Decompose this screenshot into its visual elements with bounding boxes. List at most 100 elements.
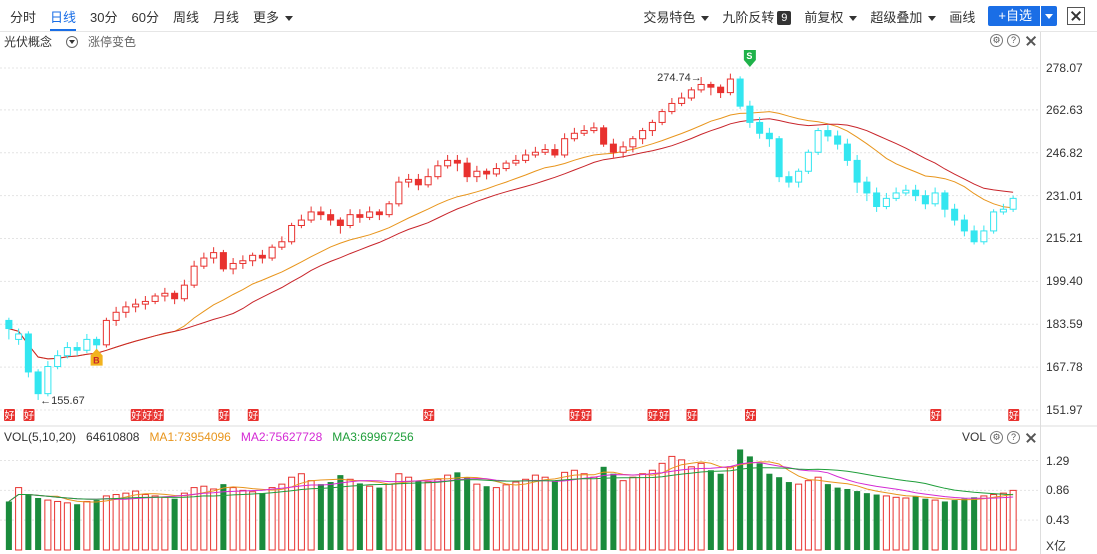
- candle-body: [892, 192, 900, 199]
- vol-bar: [687, 466, 695, 551]
- nine-reversal-menu[interactable]: 九阶反转 9: [722, 7, 792, 26]
- close-window-icon[interactable]: [1067, 7, 1085, 25]
- vol-bar: [541, 476, 549, 551]
- period-tab-3[interactable]: 60分: [131, 9, 159, 25]
- period-tab-5[interactable]: 月线: [212, 9, 239, 25]
- candle-body: [258, 254, 266, 259]
- add-favorite-button[interactable]: +自选: [988, 6, 1040, 26]
- candle-body: [570, 132, 578, 140]
- candle-body: [931, 192, 939, 205]
- candle-body: [600, 127, 608, 145]
- good-signal-label: 好: [424, 410, 434, 422]
- trade-feature-menu[interactable]: 交易特色: [643, 7, 710, 26]
- candle-body: [54, 355, 62, 368]
- dropdown-circle-icon[interactable]: [66, 35, 79, 48]
- price-tick-label: 278.07: [1046, 61, 1083, 75]
- candle-body: [219, 252, 227, 270]
- good-signal-badge: [423, 409, 435, 421]
- candle-body: [590, 127, 598, 132]
- candle-body: [561, 138, 569, 156]
- gear-icon[interactable]: ⚙: [990, 431, 1003, 444]
- vol-bar: [590, 476, 598, 551]
- period-tab-2[interactable]: 30分: [90, 9, 118, 25]
- candle-body: [707, 83, 715, 88]
- gear-icon[interactable]: ⚙: [990, 34, 1003, 47]
- candle-body: [658, 111, 666, 123]
- vol-tick-label: 0.86: [1046, 483, 1070, 498]
- vol-bar: [561, 471, 569, 551]
- period-tabs: 分时 日线 30分 60分 周线 月线 更多: [10, 0, 307, 32]
- main-panel-icons: ⚙ ?: [986, 34, 1037, 47]
- candle-body: [288, 224, 296, 243]
- good-signal-label: 好: [746, 410, 756, 422]
- sell-marker-label: S: [746, 51, 752, 61]
- candle-body: [785, 176, 793, 183]
- candle-body: [102, 319, 110, 346]
- vol-bar: [405, 476, 413, 551]
- vol-bar: [161, 496, 169, 551]
- vol-bar: [854, 491, 861, 550]
- vol-bar: [619, 480, 627, 551]
- candle-body: [44, 366, 52, 395]
- vol-bar: [444, 474, 452, 551]
- candle-body: [687, 89, 695, 99]
- super-overlay-menu[interactable]: 超级叠加: [870, 7, 937, 26]
- nine-badge: 9: [777, 11, 792, 26]
- candle-body: [804, 151, 812, 172]
- good-signal-badge: [4, 409, 15, 421]
- close-icon[interactable]: [1025, 432, 1037, 444]
- high-price-label: 274.74→: [657, 72, 702, 84]
- vol-bar: [814, 476, 822, 551]
- vol-bar: [434, 478, 442, 551]
- limit-color-label[interactable]: 涨停变色: [88, 35, 137, 49]
- vol-bar: [951, 500, 958, 550]
- candle-body: [990, 211, 998, 232]
- chevron-down-icon: [701, 15, 710, 21]
- good-signal-label: 好: [24, 410, 34, 422]
- candle-body: [834, 135, 842, 145]
- vol-bar: [502, 484, 510, 551]
- vol-bar: [795, 483, 803, 551]
- candle-body: [34, 371, 42, 395]
- help-icon[interactable]: ?: [1007, 431, 1020, 444]
- vol-bar: [317, 484, 324, 550]
- good-signal-label: 好: [648, 410, 658, 422]
- chevron-down-icon: [849, 15, 858, 21]
- vol-bar: [990, 494, 998, 551]
- candle-body: [93, 338, 101, 346]
- good-signal-badge: [647, 409, 659, 421]
- more-periods-menu[interactable]: 更多: [253, 7, 294, 26]
- vol-bar: [756, 463, 763, 550]
- ma-line-orange: [8, 111, 1014, 360]
- candle-body: [736, 78, 744, 107]
- candle-body: [609, 143, 617, 153]
- candle-body: [434, 165, 442, 178]
- candle-body: [229, 262, 237, 270]
- candle-body: [873, 192, 881, 208]
- period-tab-4[interactable]: 周线: [172, 9, 199, 25]
- candle-body: [161, 292, 169, 297]
- help-icon[interactable]: ?: [1007, 34, 1020, 47]
- vol-bar: [648, 469, 656, 551]
- vol-bar: [35, 498, 42, 550]
- forward-adjust-menu[interactable]: 前复权: [804, 7, 858, 26]
- candle-body: [863, 181, 871, 194]
- period-tab-1[interactable]: 日线: [50, 2, 77, 31]
- good-signal-label: 好: [1009, 410, 1019, 422]
- vol-bar: [961, 498, 968, 550]
- concept-label[interactable]: 光伏概念: [4, 35, 53, 49]
- candle-body: [297, 219, 305, 226]
- vol-bar: [141, 494, 149, 551]
- vol-bar: [424, 481, 432, 551]
- vol-title: VOL(5,10,20): [4, 430, 77, 444]
- vol-unit-label: X亿: [1046, 539, 1067, 553]
- candle-body: [122, 306, 130, 313]
- candle-body: [765, 132, 773, 140]
- favorite-dropdown-button[interactable]: [1041, 6, 1057, 26]
- period-tab-0[interactable]: 分时: [10, 9, 37, 25]
- price-tick-label: 215.21: [1046, 231, 1083, 246]
- vol-bar: [44, 499, 52, 551]
- draw-line-button[interactable]: 画线: [949, 9, 976, 25]
- vol-bar: [717, 473, 724, 550]
